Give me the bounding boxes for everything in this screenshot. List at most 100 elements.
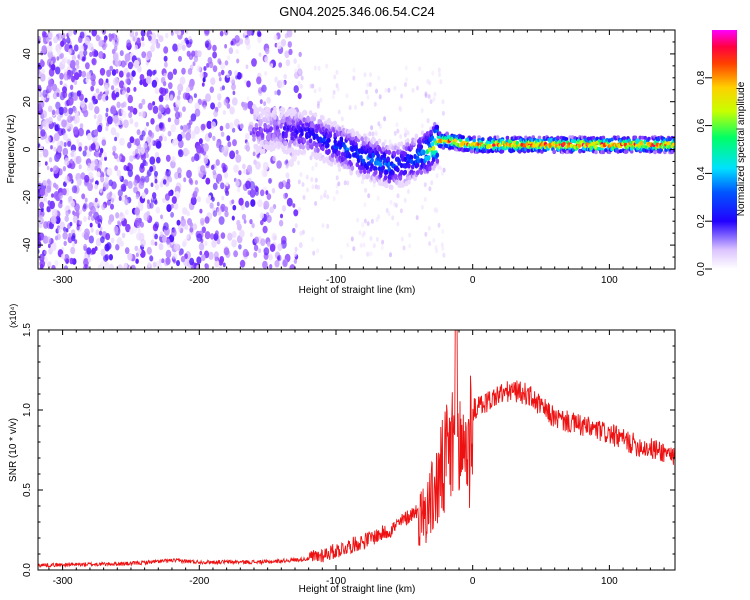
spectrogram-cell — [361, 222, 365, 228]
spectrogram-ridge-cell — [350, 165, 355, 171]
spectrogram-cell — [90, 164, 96, 172]
spectrogram-cell — [62, 133, 68, 141]
spectrogram-cell — [165, 154, 171, 162]
spectrogram-cell — [226, 72, 230, 78]
spectrogram-cell — [272, 204, 277, 210]
colorbar-label: Normalized spectral amplitude — [736, 81, 747, 216]
spectrogram-cell — [235, 154, 242, 163]
spectrogram-ridge-cell — [370, 157, 374, 163]
spectrogram-cell — [205, 93, 211, 102]
spectrogram-cell — [193, 93, 197, 98]
spectrogram-cell — [145, 161, 149, 167]
spectrogram-ridge-cell — [327, 137, 331, 143]
spectrogram-cell — [177, 133, 183, 142]
spectrogram-cell — [141, 51, 147, 59]
spectrogram-cell — [424, 231, 428, 237]
spectrogram-cell — [159, 87, 164, 94]
spectrogram-cell — [380, 245, 384, 251]
spectrogram-cell — [38, 35, 41, 42]
spectrogram-ridge-cell — [430, 135, 435, 141]
spectrogram-cell — [260, 189, 265, 197]
spectrogram-cell — [389, 200, 393, 205]
spectrogram-cell — [336, 86, 340, 92]
spectrogram-ridge-cell — [505, 135, 510, 140]
spectrogram-cell — [134, 245, 139, 252]
spectrogram-cell — [168, 82, 173, 90]
spectrogram-cell — [166, 204, 172, 213]
spectrogram-cell — [399, 134, 403, 139]
spectrogram-cell — [405, 77, 408, 83]
spectrogram-cell — [165, 107, 171, 115]
spectrogram-cell — [138, 180, 145, 190]
spectrogram-cell — [293, 251, 298, 257]
spectrogram-cell — [59, 72, 64, 80]
spectrogram-cell — [48, 157, 53, 163]
spectrogram-ridge-cell — [392, 150, 397, 156]
spectrogram-cell — [40, 263, 44, 269]
spectrogram-cell — [343, 180, 347, 186]
spectrogram-cell — [97, 223, 101, 229]
spectrogram-cell — [278, 219, 284, 227]
spectrogram-cell — [140, 147, 146, 155]
spectrogram-cell — [126, 72, 130, 78]
spectrogram-cell — [358, 230, 362, 236]
spectrogram-cell — [41, 30, 47, 38]
spectrogram-cell — [416, 85, 419, 91]
spectrogram-cell — [182, 147, 189, 157]
spectrogram-cell — [332, 89, 336, 95]
spectrogram-cell — [104, 168, 108, 174]
spectrogram-cell — [65, 228, 69, 233]
spectrogram-cell — [259, 212, 264, 219]
spectrogram-cell — [97, 264, 104, 269]
spectrogram-cell — [127, 61, 133, 70]
spectrogram-ridge-cell — [316, 147, 320, 153]
spectrogram-cell — [117, 264, 123, 269]
spectrogram-cell — [243, 169, 247, 175]
spectrogram-cell — [383, 116, 387, 122]
spectrogram-cell — [177, 173, 182, 179]
spectrogram-cell — [432, 96, 436, 102]
spectrogram-cell — [186, 150, 190, 155]
spectrogram-cell — [287, 41, 292, 48]
spectrogram-cell — [173, 202, 179, 210]
spectrogram-ridge-cell — [390, 184, 394, 190]
spectrogram-cell — [194, 180, 198, 185]
spectrogram-cell — [152, 261, 157, 268]
spectrogram-cell — [48, 243, 51, 249]
spectrogram-cell — [189, 179, 194, 186]
spectrogram-cell — [149, 202, 154, 209]
spectrogram-cell — [278, 181, 284, 190]
spectrogram-cell — [200, 217, 205, 225]
spectrogram-cell — [177, 90, 181, 96]
spectrogram-cell — [437, 222, 441, 228]
spectrogram-ridge-cell — [472, 138, 477, 143]
spectrogram-cell — [356, 217, 360, 223]
spectrogram-cell — [188, 119, 193, 126]
spectrogram-cell — [113, 77, 119, 86]
spectrogram-ridge-cell — [672, 137, 675, 142]
spectrogram-cell — [378, 94, 382, 100]
spectrogram-cell — [441, 246, 445, 252]
spectrogram-cell — [231, 215, 235, 221]
spectrogram-cell — [318, 86, 322, 92]
spectrogram-cell — [441, 170, 444, 176]
spectrogram-cell — [363, 218, 367, 224]
spectrogram-cell — [353, 104, 357, 110]
spectrogram-cell — [172, 253, 178, 261]
spectrogram-cell — [141, 36, 145, 42]
spectrogram-cell — [163, 46, 169, 54]
spectrogram-cell — [372, 243, 376, 249]
spectrogram-cell — [187, 218, 192, 226]
spectrogram-cell — [271, 187, 276, 194]
spectrogram-cell — [222, 110, 226, 115]
spectrogram-cell — [134, 121, 139, 128]
spectrogram-ridge-cell — [398, 175, 403, 181]
spectrogram-cell — [40, 129, 46, 137]
spectrogram-cell — [293, 85, 299, 94]
spectrogram-cell — [352, 246, 356, 252]
spectrogram-ridge-cell — [348, 153, 352, 159]
spectrogram-ridge-cell — [337, 150, 341, 156]
spectrogram-cell — [55, 101, 61, 110]
colorbar-gradient — [712, 30, 737, 269]
spectrogram-cell — [297, 80, 301, 86]
